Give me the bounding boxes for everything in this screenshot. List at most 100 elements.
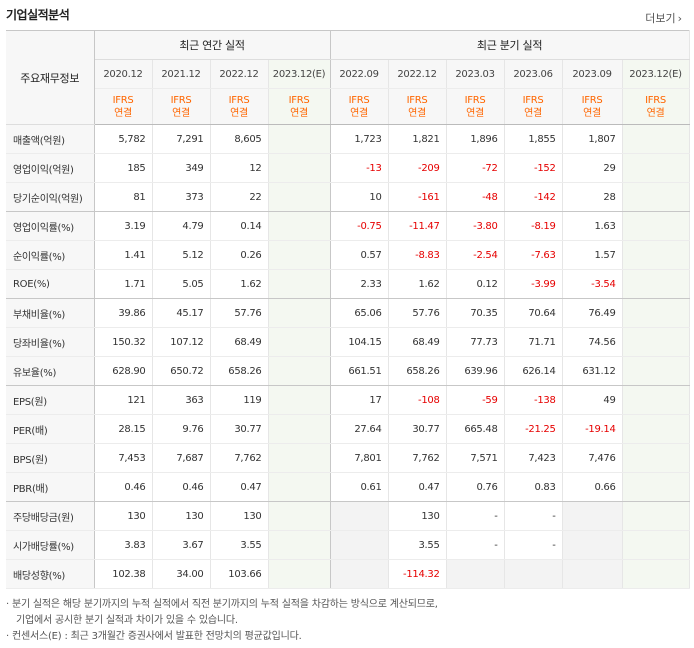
table-cell: 34.00: [152, 559, 211, 589]
table-cell: 7,476: [562, 443, 623, 473]
consolidated-label: 연결: [524, 107, 542, 119]
table-cell: -8.83: [388, 240, 447, 270]
table-cell: 74.56: [562, 327, 623, 357]
table-cell: 68.49: [388, 327, 447, 357]
table-cell: 1.57: [562, 240, 623, 270]
table-cell: -59: [446, 385, 505, 415]
table-cell: 77.73: [446, 327, 505, 357]
table-cell: -8.19: [504, 211, 563, 241]
table-cell: 0.46: [94, 472, 153, 502]
section-title: 기업실적분석: [6, 8, 70, 22]
table-cell: [622, 414, 690, 444]
table-cell: 22: [210, 182, 269, 212]
financial-table: 주요재무정보 최근 연간 실적 최근 분기 실적 2020.12 2021.12 2…: [6, 30, 690, 589]
table-cell: 1,855: [504, 124, 563, 154]
period-header: 2022.09: [330, 59, 389, 89]
table-cell: -21.25: [504, 414, 563, 444]
table-cell: 0.61: [330, 472, 389, 502]
table-cell: 7,453: [94, 443, 153, 473]
table-cell: [268, 501, 331, 531]
consolidated-label: 연결: [466, 107, 484, 119]
table-row: 당기순이익(억원) 81 373 22 10 -161 -48 -142 28: [6, 182, 690, 212]
table-cell: 30.77: [388, 414, 447, 444]
table-row: 부채비율(%) 39.86 45.17 57.76 65.06 57.76 70.35 70.…: [6, 298, 690, 328]
table-cell: [622, 530, 690, 560]
consolidated-label: 연결: [350, 107, 368, 119]
table-cell: 7,762: [388, 443, 447, 473]
table-cell: [268, 414, 331, 444]
table-cell: [622, 298, 690, 328]
table-cell: 1.41: [94, 240, 153, 270]
footnotes: · 분기 실적은 해당 분기까지의 누적 실적에서 직전 분기까지의 누적 실적…: [6, 597, 438, 645]
table-cell: [562, 501, 623, 531]
table-cell: -7.63: [504, 240, 563, 270]
table-cell: [622, 327, 690, 357]
ifrs-label: IFRS: [645, 94, 666, 106]
table-cell: [268, 327, 331, 357]
table-cell: [622, 501, 690, 531]
table-cell: 10: [330, 182, 389, 212]
table-row: ROE(%) 1.71 5.05 1.62 2.33 1.62 0.12 -3.99 -3.54: [6, 269, 690, 299]
table-row: 영업이익(억원) 185 349 12 -13 -209 -72 -152 29: [6, 153, 690, 183]
table-cell: 65.06: [330, 298, 389, 328]
table-row: 영업이익률(%) 3.19 4.79 0.14 -0.75 -11.47 -3.80 -8.1…: [6, 211, 690, 241]
table-cell: 0.83: [504, 472, 563, 502]
table-cell: -3.99: [504, 269, 563, 299]
table-cell: -13: [330, 153, 389, 183]
period-header: 2023.09: [562, 59, 623, 89]
table-cell: 7,762: [210, 443, 269, 473]
table-cell: [622, 124, 690, 154]
table-cell: 639.96: [446, 356, 505, 386]
table-row: 배당성향(%) 102.38 34.00 103.66 -114.32: [6, 559, 690, 589]
table-cell: 1,723: [330, 124, 389, 154]
table-cell: -3.54: [562, 269, 623, 299]
ifrs-header: IFRS 연결: [504, 88, 563, 125]
ifrs-header: IFRS 연결: [330, 88, 389, 125]
table-cell: 121: [94, 385, 153, 415]
table-cell: 2.33: [330, 269, 389, 299]
table-cell: [330, 559, 389, 589]
table-cell: [268, 124, 331, 154]
table-cell: -152: [504, 153, 563, 183]
ifrs-label: IFRS: [170, 94, 192, 106]
table-cell: 103.66: [210, 559, 269, 589]
table-cell: 185: [94, 153, 153, 183]
table-cell: [622, 240, 690, 270]
table-cell: 7,423: [504, 443, 563, 473]
ifrs-header: IFRS 연결: [210, 88, 269, 125]
table-cell: [268, 182, 331, 212]
table-cell: 130: [152, 501, 211, 531]
table-cell: 373: [152, 182, 211, 212]
annual-header: 최근 연간 실적: [94, 30, 331, 60]
table-cell: 0.66: [562, 472, 623, 502]
period-header: 2023.12(E): [268, 59, 331, 89]
consolidated-label: 연결: [646, 107, 665, 119]
table-cell: -108: [388, 385, 447, 415]
table-cell: [268, 472, 331, 502]
table-row: PER(배) 28.15 9.76 30.77 27.64 30.77 665.48 -21.…: [6, 414, 690, 444]
period-header: 2022.12: [210, 59, 269, 89]
quarter-header: 최근 분기 실적: [330, 30, 690, 60]
row-label: EPS(원): [6, 385, 95, 415]
table-cell: 150.32: [94, 327, 153, 357]
ifrs-label: IFRS: [228, 94, 250, 106]
row-label: 부채비율(%): [6, 298, 95, 328]
table-cell: [268, 530, 331, 560]
more-link[interactable]: 더보기 ›: [645, 10, 682, 26]
ifrs-label: IFRS: [522, 94, 544, 106]
period-header: 2021.12: [152, 59, 211, 89]
table-cell: 1,821: [388, 124, 447, 154]
table-cell: 0.47: [388, 472, 447, 502]
table-cell: 349: [152, 153, 211, 183]
table-cell: -2.54: [446, 240, 505, 270]
table-cell: [622, 269, 690, 299]
table-cell: [268, 385, 331, 415]
table-cell: [268, 443, 331, 473]
consolidated-label: 연결: [230, 107, 248, 119]
table-cell: -: [504, 530, 563, 560]
table-cell: 57.76: [388, 298, 447, 328]
row-label: 주당배당금(원): [6, 501, 95, 531]
table-cell: 1,896: [446, 124, 505, 154]
table-cell: 1.62: [210, 269, 269, 299]
consolidated-label: 연결: [290, 107, 308, 119]
